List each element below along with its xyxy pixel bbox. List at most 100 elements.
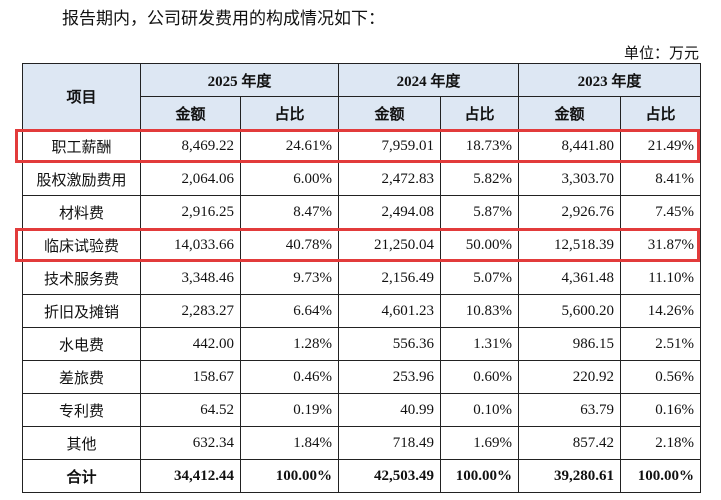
data-row: 专利费 64.52 0.19% 40.99 0.10% 63.79 0.16% [22,393,701,427]
cell: 0.16% [620,393,701,427]
cell: 专利费 [22,393,141,427]
cell: 1.69% [440,426,519,460]
cell: 0.56% [620,360,701,394]
cell: 718.49 [338,426,441,460]
header-cell: 2025 年度 [140,63,339,97]
cell: 63.79 [518,393,621,427]
cell: 其他 [22,426,141,460]
cell: 0.10% [440,393,519,427]
header-row: 金额 占比 金额 占比 金额 占比 [23,96,701,130]
cell: 39,280.61 [518,459,621,493]
cell: 100.00% [620,459,701,493]
data-row: 股权激励费用 2,064.06 6.00% 2,472.83 5.82% 3,303.70… [22,162,701,196]
cell: 0.19% [240,393,339,427]
cell: 5.07% [440,261,519,295]
data-row: 临床试验费 14,033.66 40.78% 21,250.04 50.00% 12,51… [22,228,701,262]
cell: 水电费 [22,327,141,361]
cost-table: 项目 2025 年度 2024 年度 2023 年度 金额 占比 金额 占比 金额 占比 职工薪酬… [22,63,701,493]
cell: 2,283.27 [140,294,241,328]
cell: 632.34 [140,426,241,460]
cell: 2,916.25 [140,195,241,229]
cell: 0.46% [240,360,339,394]
cell: 合计 [22,459,141,493]
header-cell: 2023 年度 [518,63,701,97]
cell: 4,361.48 [518,261,621,295]
data-row: 技术服务费 3,348.46 9.73% 2,156.49 5.07% 4,361.48 1… [22,261,701,295]
cell: 18.73% [440,129,519,163]
cell: 1.28% [240,327,339,361]
cell: 4,601.23 [338,294,441,328]
cell: 2,926.76 [518,195,621,229]
unit-label: 单位：万元 [623,46,699,62]
cell: 14,033.66 [140,228,241,262]
cell: 3,348.46 [140,261,241,295]
cell: 100.00% [440,459,519,493]
cell: 158.67 [140,360,241,394]
cell: 职工薪酬 [22,129,141,163]
cell: 5.82% [440,162,519,196]
header-cell: 项目 [22,63,141,130]
cell: 8.41% [620,162,701,196]
cell: 股权激励费用 [22,162,141,196]
cell: 857.42 [518,426,621,460]
data-row: 差旅费 158.67 0.46% 253.96 0.60% 220.92 0.56% [22,360,701,394]
cell: 8,441.80 [518,129,621,163]
cell: 21,250.04 [338,228,441,262]
cell: 6.64% [240,294,339,328]
cell: 8.47% [240,195,339,229]
cell: 2.18% [620,426,701,460]
cell: 11.10% [620,261,701,295]
cell: 100.00% [240,459,339,493]
cell: 556.36 [338,327,441,361]
cell: 40.78% [240,228,339,262]
cell: 6.00% [240,162,339,196]
cell: 40.99 [338,393,441,427]
header-cell: 占比 [240,96,339,130]
cell: 5,600.20 [518,294,621,328]
cell: 24.61% [240,129,339,163]
header-cell: 2024 年度 [338,63,519,97]
cell: 7,959.01 [338,129,441,163]
data-row: 其他 632.34 1.84% 718.49 1.69% 857.42 2.18% [22,426,701,460]
cell: 5.87% [440,195,519,229]
header-cell: 金额 [140,96,241,130]
cell: 253.96 [338,360,441,394]
cell: 2.51% [620,327,701,361]
cell: 9.73% [240,261,339,295]
data-row: 职工薪酬 8,469.22 24.61% 7,959.01 18.73% 8,441.80… [22,129,701,163]
cell: 64.52 [140,393,241,427]
cell: 21.49% [620,129,701,163]
cell: 折旧及摊销 [22,294,141,328]
cell: 10.83% [440,294,519,328]
cell: 986.15 [518,327,621,361]
header-cell: 占比 [620,96,701,130]
cell: 34,412.44 [140,459,241,493]
cell: 2,472.83 [338,162,441,196]
cell: 42,503.49 [338,459,441,493]
cell: 1.84% [240,426,339,460]
cell: 8,469.22 [140,129,241,163]
cell: 2,494.08 [338,195,441,229]
data-row: 材料费 2,916.25 8.47% 2,494.08 5.87% 2,926.76 7.4… [22,195,701,229]
cell: 2,156.49 [338,261,441,295]
cell: 0.60% [440,360,519,394]
intro-text: 报告期内，公司研发费用的构成情况如下： [62,9,385,28]
data-row: 水电费 442.00 1.28% 556.36 1.31% 986.15 2.51% [22,327,701,361]
cell: 材料费 [22,195,141,229]
cell: 差旅费 [22,360,141,394]
cell: 1.31% [440,327,519,361]
header-cell: 金额 [338,96,441,130]
cell: 技术服务费 [22,261,141,295]
header-cell: 占比 [440,96,519,130]
cell: 7.45% [620,195,701,229]
cell: 2,064.06 [140,162,241,196]
cell: 31.87% [620,228,701,262]
cell: 14.26% [620,294,701,328]
total-row: 合计 34,412.44 100.00% 42,503.49 100.00% 39,280… [22,459,701,493]
cell: 临床试验费 [22,228,141,262]
cell: 220.92 [518,360,621,394]
cell: 442.00 [140,327,241,361]
cell: 12,518.39 [518,228,621,262]
cell: 50.00% [440,228,519,262]
